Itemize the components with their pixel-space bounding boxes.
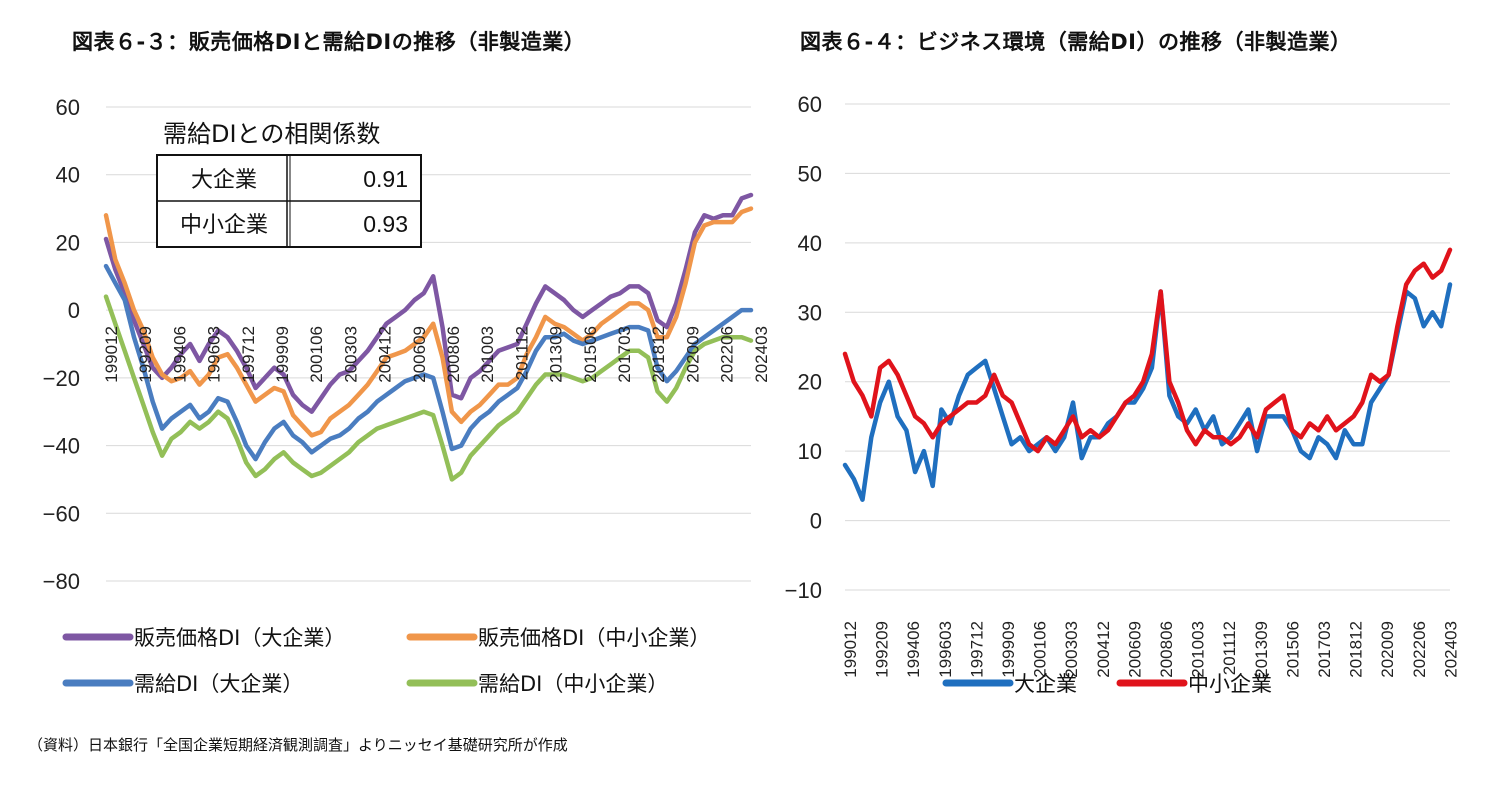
inset-table-row-value: 0.91	[363, 166, 408, 192]
x-tick-label: 200609	[410, 326, 429, 383]
series-line-3	[103, 263, 754, 462]
x-tick-label: 201703	[615, 326, 634, 383]
y-tick-label: 40	[56, 163, 80, 188]
y-tick-label: 0	[68, 298, 80, 323]
x-tick-label: 199712	[967, 621, 986, 678]
x-tick-label: 200806	[1157, 621, 1176, 678]
legend-label: 大企業	[1014, 672, 1077, 696]
y-tick-label: 50	[798, 161, 822, 186]
x-tick-label: 199603	[936, 621, 955, 678]
x-tick-label: 201003	[1189, 621, 1208, 678]
y-tick-label: −60	[43, 501, 80, 526]
legend-label: 販売価格DI（中小企業）	[478, 626, 710, 650]
series-line-2	[103, 206, 754, 438]
x-tick-label: 201309	[547, 326, 566, 383]
chart-left-title: 図表６-３：販売価格DIと需給DIの推移（非製造業）	[72, 30, 586, 54]
x-tick-label: 199712	[239, 326, 258, 383]
x-tick-label: 199406	[170, 326, 189, 383]
legend-label: 中小企業	[1188, 672, 1272, 696]
x-tick-label: 202403	[1441, 621, 1460, 678]
x-tick-label: 199603	[205, 326, 224, 383]
series-line-1	[842, 282, 1453, 502]
inset-table-row-value: 0.93	[363, 211, 408, 237]
x-tick-label: 199209	[873, 621, 892, 678]
x-tick-label: 201506	[581, 326, 600, 383]
x-tick-label: 201112	[1220, 621, 1239, 675]
x-tick-label: 201812	[1347, 621, 1366, 678]
x-tick-label: 201112	[512, 326, 531, 380]
source-note: （資料）日本銀行「全国企業短期経済観測調査」よりニッセイ基礎研究所が作成	[28, 736, 568, 754]
x-tick-label: 200303	[1062, 621, 1081, 678]
x-tick-label: 202009	[1378, 621, 1397, 678]
y-tick-label: −80	[43, 569, 80, 594]
y-tick-label: 40	[798, 231, 822, 256]
legend-label: 需給DI（中小企業）	[478, 672, 668, 696]
y-tick-label: −40	[43, 434, 80, 459]
y-tick-label: 0	[810, 509, 822, 534]
x-tick-label: 199012	[841, 621, 860, 678]
y-tick-label: 30	[798, 300, 822, 325]
legend-label: 販売価格DI（大企業）	[134, 626, 345, 650]
x-tick-label: 202403	[752, 326, 771, 383]
y-tick-label: −20	[43, 366, 80, 391]
chart-right-title: 図表６-４：ビジネス環境（需給DI）の推移（非製造業）	[800, 30, 1352, 54]
x-tick-label: 200412	[1094, 621, 1113, 678]
y-tick-label: 20	[56, 230, 80, 255]
y-tick-label: 60	[56, 95, 80, 120]
series-line-2	[842, 247, 1453, 454]
x-tick-label: 199209	[136, 326, 155, 383]
series-line-1	[103, 192, 754, 414]
x-tick-label: 200303	[341, 326, 360, 383]
x-tick-label: 200106	[307, 326, 326, 383]
x-tick-label: 201812	[649, 326, 668, 383]
y-tick-label: 10	[798, 439, 822, 464]
x-tick-label: 199909	[273, 326, 292, 383]
series-line-4	[103, 294, 754, 482]
x-tick-label: 199909	[999, 621, 1018, 678]
x-tick-label: 200806	[444, 326, 463, 383]
x-tick-label: 200106	[1031, 621, 1050, 678]
x-tick-label: 199012	[102, 326, 121, 383]
inset-table-row-label: 大企業	[191, 168, 257, 193]
y-tick-label: 20	[798, 370, 822, 395]
x-tick-label: 199406	[904, 621, 923, 678]
inset-table-title: 需給DIとの相関係数	[163, 120, 380, 148]
y-tick-label: 60	[798, 92, 822, 117]
inset-table-row-label: 中小企業	[180, 213, 268, 238]
x-tick-label: 200412	[376, 326, 395, 383]
x-tick-label: 202206	[718, 326, 737, 383]
x-tick-label: 200609	[1125, 621, 1144, 678]
x-tick-label: 201506	[1283, 621, 1302, 678]
x-tick-label: 201003	[478, 326, 497, 383]
x-tick-label: 201309	[1252, 621, 1271, 678]
x-tick-label: 201703	[1315, 621, 1334, 678]
y-tick-label: −10	[785, 578, 822, 603]
x-tick-label: 202206	[1410, 621, 1429, 678]
legend-label: 需給DI（大企業）	[134, 672, 303, 696]
x-tick-label: 202009	[683, 326, 702, 383]
